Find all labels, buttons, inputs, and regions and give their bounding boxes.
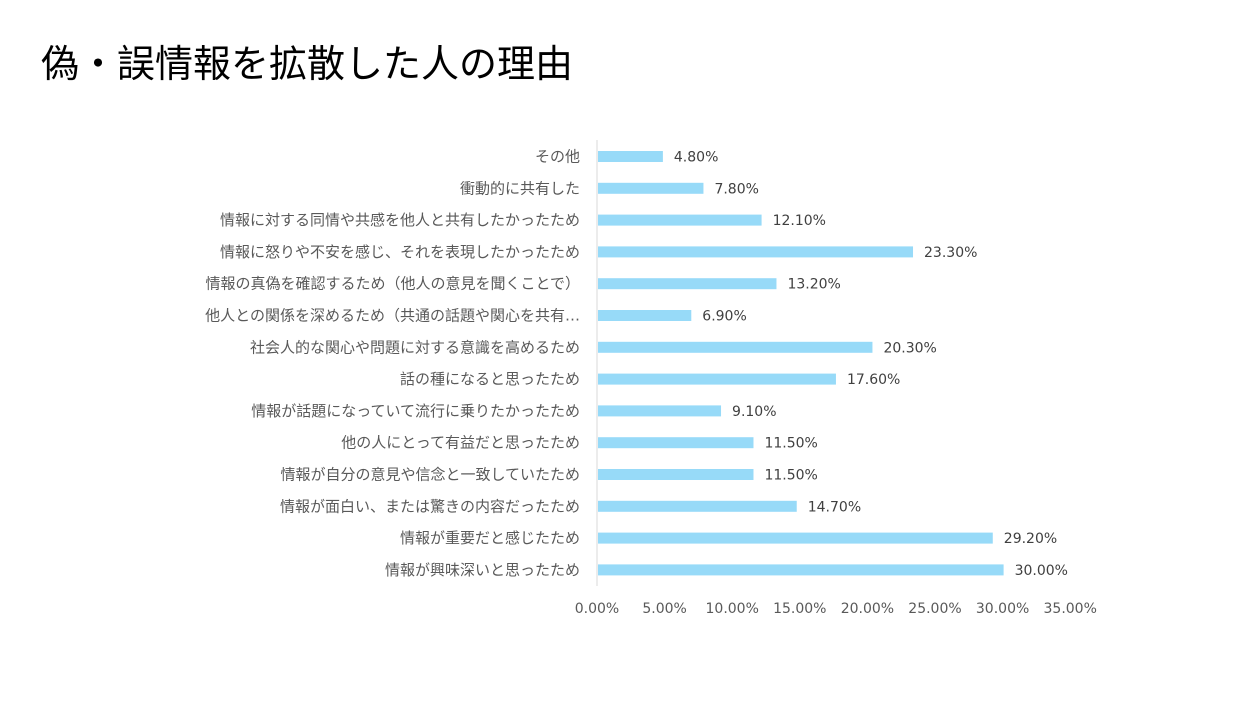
x-tick-label: 20.00% <box>841 601 894 617</box>
data-label: 9.10% <box>732 404 776 420</box>
x-tick-label: 30.00% <box>976 601 1029 617</box>
category-label: 他人との関係を深めるため（共通の話題や関心を共有… <box>205 307 580 325</box>
bar <box>598 564 1004 576</box>
data-label: 29.20% <box>1004 531 1057 547</box>
x-tick-label: 25.00% <box>908 601 961 617</box>
category-label: 他の人にとって有益だと思ったため <box>341 434 580 452</box>
category-label: 情報が話題になっていて流行に乗りたかったため <box>251 402 580 420</box>
category-label: 情報の真偽を確認するため（他人の意見を聞くことで） <box>205 275 580 293</box>
data-label: 23.30% <box>924 245 977 261</box>
bar <box>598 214 762 226</box>
category-label: 社会人的な関心や問題に対する意識を高めるため <box>250 338 580 356</box>
x-tick-label: 15.00% <box>773 601 826 617</box>
data-label: 11.50% <box>764 468 817 484</box>
data-label: 13.20% <box>787 277 840 293</box>
category-label: 情報が興味深いと思ったため <box>385 561 580 579</box>
category-label: 情報に怒りや不安を感じ、それを表現したかったため <box>220 243 580 261</box>
bar <box>598 469 754 480</box>
x-tick-label: 10.00% <box>706 601 759 617</box>
bar <box>598 500 797 512</box>
data-label: 4.80% <box>674 150 718 166</box>
category-label: 情報が重要だと感じたため <box>400 529 580 547</box>
category-label: 話の種になると思ったため <box>400 370 580 388</box>
data-label: 14.70% <box>808 499 861 515</box>
data-label: 17.60% <box>847 372 900 388</box>
data-label: 6.90% <box>702 309 746 325</box>
bar <box>598 151 663 162</box>
category-label: 情報が自分の意見や信念と一致していたため <box>280 466 580 484</box>
slide-title: 偽・誤情報を拡散した人の理由 <box>41 42 574 86</box>
data-label: 20.30% <box>883 340 936 356</box>
bar <box>598 437 754 449</box>
category-label: 衝動的に共有した <box>460 179 580 197</box>
data-label: 7.80% <box>714 181 758 197</box>
data-label: 12.10% <box>773 213 826 229</box>
category-label: その他 <box>535 148 580 166</box>
category-label: 情報が面白い、または驚きの内容だったため <box>280 497 580 515</box>
bar <box>598 182 704 194</box>
bar <box>598 278 777 290</box>
x-tick-label: 35.00% <box>1044 601 1097 617</box>
data-label: 30.00% <box>1015 563 1068 579</box>
x-tick-label: 0.00% <box>575 601 619 617</box>
category-label: 情報に対する同情や共感を他人と共有したかったため <box>220 211 580 229</box>
bar <box>598 246 914 258</box>
bar <box>598 373 836 385</box>
bar <box>598 405 722 417</box>
bar <box>598 532 993 544</box>
bar <box>598 341 873 353</box>
x-tick-label: 5.00% <box>642 601 686 617</box>
data-label: 11.50% <box>764 436 817 452</box>
bar <box>598 310 692 321</box>
